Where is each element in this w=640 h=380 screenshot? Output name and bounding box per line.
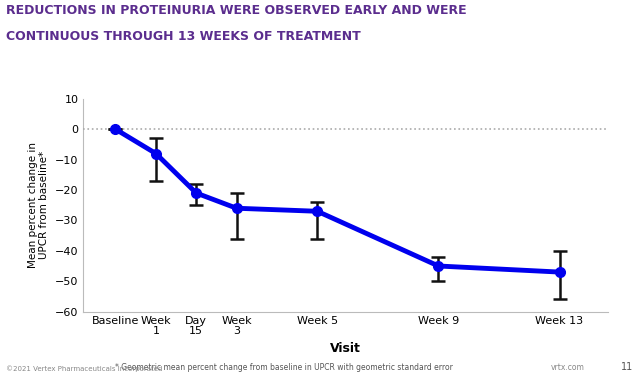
Text: REDUCTIONS IN PROTEINURIA WERE OBSERVED EARLY AND WERE: REDUCTIONS IN PROTEINURIA WERE OBSERVED … bbox=[6, 4, 467, 17]
Text: CONTINUOUS THROUGH 13 WEEKS OF TREATMENT: CONTINUOUS THROUGH 13 WEEKS OF TREATMENT bbox=[6, 30, 361, 43]
Y-axis label: Mean percent change in
UPCR from baseline*: Mean percent change in UPCR from baselin… bbox=[28, 142, 49, 268]
Text: ©2021 Vertex Pharmaceuticals Incorporated: ©2021 Vertex Pharmaceuticals Incorporate… bbox=[6, 366, 163, 372]
Text: 11: 11 bbox=[621, 363, 634, 372]
X-axis label: Visit: Visit bbox=[330, 342, 361, 355]
Text: vrtx.com: vrtx.com bbox=[550, 363, 584, 372]
Text: * Geometric mean percent change from baseline in UPCR with geometric standard er: * Geometric mean percent change from bas… bbox=[115, 363, 453, 372]
